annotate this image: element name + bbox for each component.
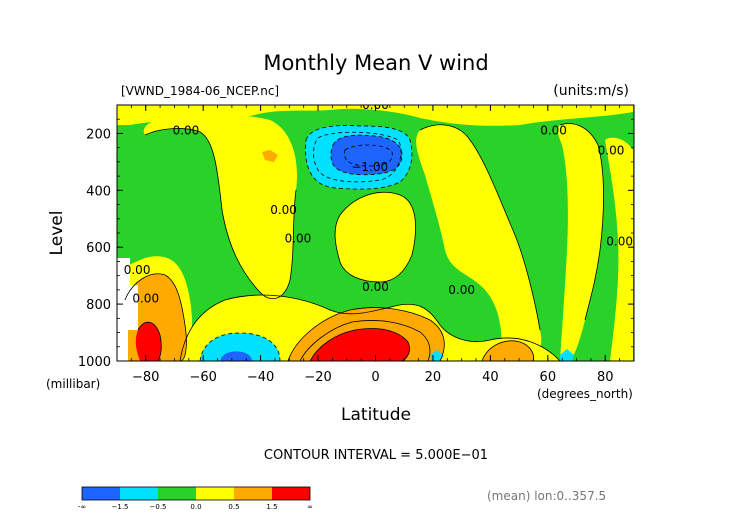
y-tick-label: 1000	[78, 355, 111, 370]
legend-tick-label: 0.0	[190, 503, 201, 511]
color-legend: -∞ −1.5 −0.5 0.0 0.5 1.5 ∞	[78, 486, 313, 511]
contour-label: 0.00	[362, 280, 389, 294]
y-tick-label: 800	[86, 298, 111, 313]
x-tick-label: 60	[540, 370, 557, 385]
x-axis-title: Latitude	[341, 405, 411, 425]
y-axis: 200 400 600 800 1000	[78, 104, 634, 370]
x-tick-label: 20	[425, 370, 442, 385]
contour-label: 0.00	[540, 124, 567, 138]
y-axis-title: Level	[47, 211, 67, 256]
y-tick-label: 400	[86, 184, 111, 199]
contour-label: 0.00	[606, 235, 633, 249]
contour-label: 0.00	[285, 232, 312, 246]
legend-tick-label: −0.5	[150, 503, 167, 511]
y-tick-label: 200	[86, 127, 111, 142]
contour-lines	[124, 123, 604, 361]
legend-swatch	[158, 487, 196, 500]
positive-region-far-right	[557, 123, 604, 361]
y-axis-units: (millibar)	[46, 377, 100, 391]
cyan-region-small	[430, 350, 444, 361]
legend-tick-label: 0.5	[228, 503, 239, 511]
positive-region-top	[117, 105, 633, 126]
red-region-center	[310, 328, 410, 361]
contour-label: 0.00	[448, 283, 475, 297]
x-tick-label: −40	[247, 370, 274, 385]
blue-region-lower	[220, 351, 252, 361]
legend-swatch	[120, 487, 158, 500]
legend-tick-label: -∞	[78, 503, 86, 511]
legend-swatch	[82, 487, 120, 500]
units-label: (units:m/s)	[553, 83, 629, 99]
legend-tick-label: −1.5	[112, 503, 129, 511]
legend-tick-label: ∞	[307, 503, 313, 511]
x-tick-label: −20	[304, 370, 331, 385]
orange-region-small	[262, 150, 278, 162]
x-tick-label: −60	[189, 370, 216, 385]
x-tick-label: 40	[482, 370, 499, 385]
y-tick-label: 600	[86, 241, 111, 256]
positive-region-center	[335, 192, 416, 282]
x-tick-label: 0	[371, 370, 379, 385]
contour-label: 0.00	[270, 203, 297, 217]
positive-region-mid-right	[416, 124, 542, 361]
legend-tick-label: 1.5	[266, 503, 277, 511]
contour-label: −1.00	[351, 160, 388, 174]
cyan-region-lower	[200, 333, 280, 361]
x-tick-label: 80	[597, 370, 614, 385]
x-axis: −80 −60 −40 −20 0 20 40 60 80	[116, 105, 635, 385]
cyan-region-small-right	[560, 349, 574, 361]
chart-title: Monthly Mean V wind	[263, 51, 488, 75]
contour-label: 0.00	[173, 124, 200, 138]
legend-frame	[81, 486, 311, 501]
positive-region-edge	[605, 137, 633, 361]
averaging-note: (mean) lon:0..357.5	[487, 489, 606, 503]
contour-label: 0.00	[132, 291, 159, 305]
contour-label: 0.00	[598, 144, 625, 158]
contour-interval-note: CONTOUR INTERVAL = 5.000E−01	[264, 448, 488, 463]
dataset-label: [VWND_1984-06_NCEP.nc]	[121, 84, 279, 98]
x-axis-units: (degrees_north)	[537, 387, 633, 401]
legend-swatch	[234, 487, 272, 500]
legend-swatch	[196, 487, 234, 500]
blue-region-upper	[330, 135, 402, 175]
legend-swatch	[272, 487, 310, 500]
orange-region-right	[482, 340, 534, 361]
contour-field: 0.00 0.00 −1.00 0.00 0.00 0.00 0.00 0.00 0.00 0.0…	[117, 105, 634, 361]
positive-region-left	[143, 114, 297, 299]
masked-region	[117, 258, 138, 361]
red-region-left	[135, 322, 162, 361]
contour-label: 0.00	[124, 263, 151, 277]
x-tick-label: −80	[132, 370, 159, 385]
